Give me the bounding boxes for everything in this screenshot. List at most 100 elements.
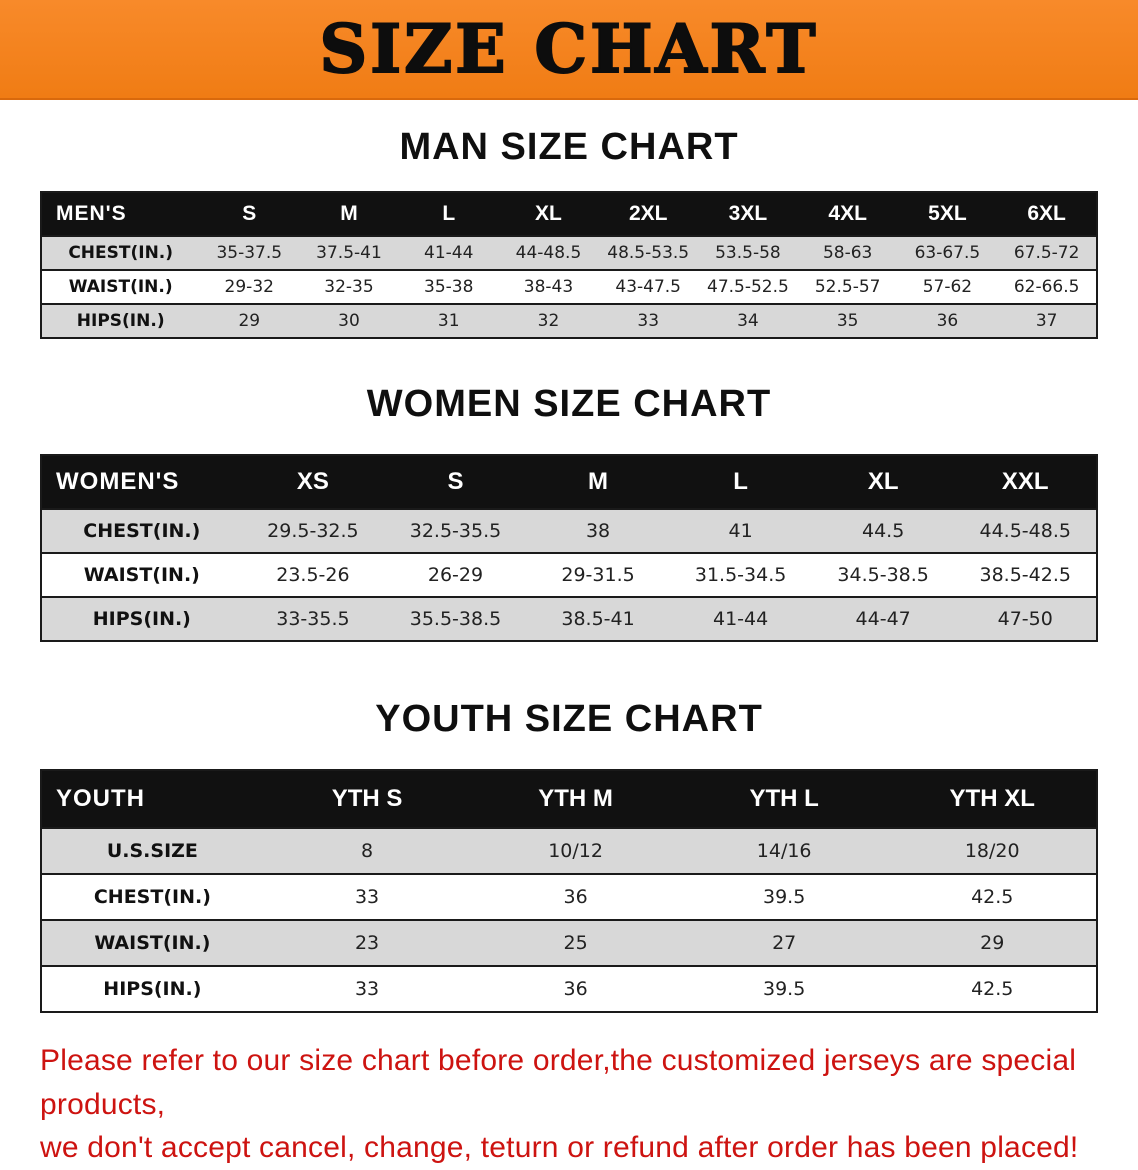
men-column-m: M: [299, 192, 399, 236]
women-column-l: L: [669, 455, 812, 509]
women-cell-0-5: 44.5-48.5: [979, 520, 1071, 542]
men-cell-1-7: 57-62: [922, 277, 973, 297]
youth-cell-1-2: 39.5: [763, 886, 806, 908]
men-cell-2-5: 34: [737, 311, 759, 331]
men-cell-2-2: 31: [437, 311, 460, 331]
men-cell-1-3: 38-43: [523, 277, 574, 297]
men-cell-0-3: 44-48.5: [515, 243, 582, 263]
women-cell-2-1: 35.5-38.5: [409, 608, 502, 630]
men-cell-2-6: 35: [836, 311, 859, 331]
banner-title: SIZE CHART: [319, 10, 819, 88]
women-row-2: HIPS(IN.) 33-35.5 35.5-38.5 38.5-41 41-44 44-…: [41, 597, 1097, 641]
men-cell-0-6: 58-63: [822, 243, 873, 263]
men-cell-0-7: 63-67.5: [914, 243, 981, 263]
women-header-row: WOMEN'S XS S M L XL XXL: [41, 455, 1097, 509]
youth-cell-1-3: 42.5: [971, 886, 1014, 908]
men-cell-2-7: 36: [936, 311, 959, 331]
men-cell-0-5: 53.5-58: [715, 243, 781, 263]
men-section-heading: MAN SIZE CHART: [399, 126, 739, 168]
youth-column-yth-xl: YTH XL: [888, 770, 1097, 828]
youth-size-table: YOUTH YTH S YTH M YTH L YTH XL U.S.SIZE 8 10/12…: [40, 769, 1098, 1013]
youth-cell-3-2: 39.5: [763, 978, 806, 1000]
women-cell-1-0: 23.5-26: [276, 564, 350, 586]
men-cell-0-0: 35-37.5: [216, 243, 283, 263]
men-row-2: HIPS(IN.) 29 30 31 32 33 34 35 36 37: [41, 304, 1097, 338]
men-cell-2-4: 33: [637, 311, 660, 331]
women-header-label: WOMEN'S: [41, 455, 242, 509]
men-column-xl: XL: [498, 192, 599, 236]
men-cell-2-3: 32: [537, 311, 560, 331]
footer-disclaimer-line2: we don't accept cancel, change, teturn o…: [40, 1131, 1079, 1164]
youth-row-1-label: CHEST(IN.): [93, 886, 211, 908]
men-cell-2-1: 30: [338, 311, 360, 331]
youth-cell-0-3: 18/20: [964, 840, 1020, 862]
women-cell-0-3: 41: [728, 520, 753, 542]
youth-cell-3-3: 42.5: [971, 978, 1014, 1000]
women-column-m: M: [526, 455, 670, 509]
men-size-table: MEN'S S M L XL 2XL 3XL 4XL 5XL 6XL CHEST(IN.) 35-37…: [40, 191, 1098, 339]
women-cell-1-5: 38.5-42.5: [979, 564, 1071, 586]
footer-disclaimer-line1: Please refer to our size chart before or…: [40, 1044, 1077, 1121]
youth-row-2: WAIST(IN.) 23 25 27 29: [41, 920, 1097, 966]
men-column-2xl: 2XL: [598, 192, 699, 236]
women-cell-1-2: 29-31.5: [561, 564, 635, 586]
women-cell-2-0: 33-35.5: [276, 608, 350, 630]
men-column-6xl: 6XL: [997, 192, 1097, 236]
men-cell-1-6: 52.5-57: [814, 277, 881, 297]
youth-column-yth-m: YTH M: [471, 770, 680, 828]
women-cell-0-2: 38: [585, 520, 611, 542]
men-row-1-label: WAIST(IN.): [68, 277, 173, 297]
men-column-5xl: 5XL: [897, 192, 998, 236]
youth-row-3: HIPS(IN.) 33 36 39.5 42.5: [41, 966, 1097, 1012]
youth-row-2-label: WAIST(IN.): [94, 932, 211, 954]
men-column-4xl: 4XL: [797, 192, 898, 236]
women-column-xs: XS: [241, 455, 385, 509]
women-row-2-label: HIPS(IN.): [92, 608, 191, 630]
men-cell-1-8: 62-66.5: [1013, 277, 1080, 297]
men-header-row: MEN'S S M L XL 2XL 3XL 4XL 5XL 6XL: [41, 192, 1097, 236]
women-cell-2-4: 44-47: [855, 608, 911, 630]
women-cell-1-1: 26-29: [427, 564, 484, 586]
women-cell-0-4: 44.5: [862, 520, 905, 542]
women-column-xxl: XXL: [954, 455, 1097, 509]
men-cell-0-4: 48.5-53.5: [607, 243, 690, 263]
women-column-s: S: [384, 455, 527, 509]
youth-cell-2-1: 25: [563, 932, 588, 954]
youth-section-heading: YOUTH SIZE CHART: [375, 698, 763, 740]
women-cell-2-3: 41-44: [712, 608, 769, 630]
men-column-3xl: 3XL: [698, 192, 798, 236]
women-cell-2-5: 47-50: [997, 608, 1053, 630]
women-cell-2-2: 38.5-41: [561, 608, 635, 630]
men-column-s: S: [199, 192, 300, 236]
women-cell-1-3: 31.5-34.5: [694, 564, 787, 586]
youth-row-1: CHEST(IN.) 33 36 39.5 42.5: [41, 874, 1097, 920]
men-cell-1-1: 32-35: [324, 277, 374, 297]
footer-disclaimer: Please refer to our size chart before or…: [40, 1039, 1126, 1170]
youth-cell-3-0: 33: [354, 978, 380, 1000]
youth-header-label: YOUTH: [41, 770, 263, 828]
youth-header-row: YOUTH YTH S YTH M YTH L YTH XL: [41, 770, 1097, 828]
youth-table-wrap: YOUTH YTH S YTH M YTH L YTH XL U.S.SIZE 8 10/12…: [40, 769, 1098, 1013]
youth-cell-1-0: 33: [354, 886, 380, 908]
youth-column-yth-l: YTH L: [679, 770, 889, 828]
men-row-0-label: CHEST(IN.): [68, 243, 174, 263]
men-size-section: MAN SIZE CHART MEN'S S M L XL 2XL 3XL 4XL 5XL 6XL…: [0, 126, 1138, 339]
youth-cell-2-2: 27: [772, 932, 797, 954]
men-cell-0-2: 41-44: [424, 243, 474, 263]
youth-row-3-label: HIPS(IN.): [103, 978, 202, 1000]
men-cell-0-8: 67.5-72: [1013, 243, 1080, 263]
women-row-1-label: WAIST(IN.): [83, 564, 200, 586]
women-row-1: WAIST(IN.) 23.5-26 26-29 29-31.5 31.5-34.5 34…: [41, 553, 1097, 597]
women-row-0-label: CHEST(IN.): [83, 520, 201, 542]
youth-cell-1-1: 36: [563, 886, 588, 908]
women-size-section: WOMEN SIZE CHART WOMEN'S XS S M L XL XXL CHEST(…: [0, 383, 1138, 642]
men-cell-1-2: 35-38: [424, 277, 474, 297]
women-section-heading: WOMEN SIZE CHART: [366, 383, 772, 425]
men-cell-1-5: 47.5-52.5: [707, 277, 789, 297]
men-table-wrap: MEN'S S M L XL 2XL 3XL 4XL 5XL 6XL CHEST(IN.) 35-37…: [40, 191, 1098, 339]
youth-cell-0-0: 8: [360, 840, 374, 862]
youth-cell-2-3: 29: [980, 932, 1005, 954]
youth-row-0: U.S.SIZE 8 10/12 14/16 18/20: [41, 828, 1097, 874]
youth-column-yth-s: YTH S: [262, 770, 472, 828]
women-table-wrap: WOMEN'S XS S M L XL XXL CHEST(IN.) 29.5-32.5 32.5…: [40, 454, 1098, 642]
